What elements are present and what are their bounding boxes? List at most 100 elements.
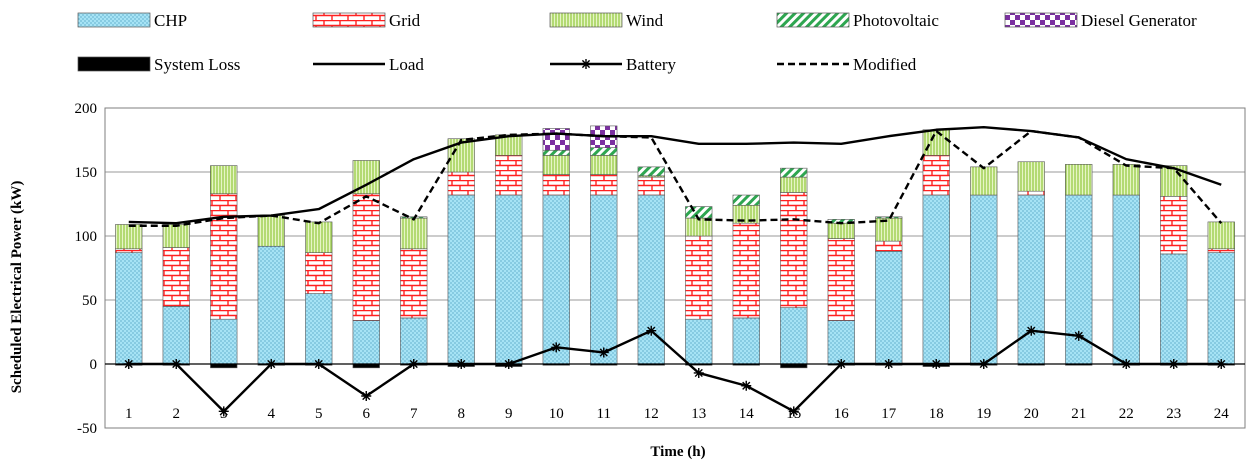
legend-marker-battery	[581, 59, 591, 69]
marker-battery-14	[741, 380, 752, 391]
bar-grid-9	[495, 155, 523, 196]
bar-chp-15	[780, 307, 808, 365]
bar-chp-5	[305, 293, 333, 365]
bar-chp-11	[590, 194, 618, 365]
legend-label-load: Load	[389, 55, 424, 74]
bar-chp-10	[542, 194, 570, 365]
bars	[115, 125, 1235, 369]
x-tick-label: 18	[929, 406, 944, 422]
bar-wind-15	[780, 176, 808, 193]
y-tick-label: 100	[75, 229, 98, 245]
x-tick-label: 6	[363, 406, 371, 422]
bar-photovoltaic-14	[732, 194, 760, 206]
bar-grid-20	[1017, 190, 1045, 196]
bar-chp-6	[352, 320, 380, 365]
bar-grid-12	[637, 176, 665, 196]
marker-battery-13	[693, 367, 704, 378]
marker-battery-6	[361, 391, 372, 401]
bar-grid-2	[162, 247, 190, 307]
legend-swatch-photovoltaic	[776, 12, 850, 28]
x-tick-label: 4	[268, 406, 276, 422]
legend-label-diesel-generator: Diesel Generator	[1081, 11, 1197, 30]
bar-grid-6	[352, 193, 380, 321]
bar-wind-24	[1207, 221, 1235, 250]
x-tick-label: 19	[976, 406, 991, 422]
bar-wind-7	[400, 217, 428, 250]
marker-battery-10	[551, 342, 562, 353]
x-tick-label: 21	[1071, 406, 1086, 422]
x-axis-label: Time (h)	[650, 444, 705, 460]
marker-battery-12	[646, 325, 657, 336]
x-tick-label: 20	[1024, 406, 1039, 422]
bar-grid-8	[447, 171, 475, 196]
bar-chp-24	[1207, 252, 1235, 365]
bar-wind-5	[305, 221, 333, 253]
bar-grid-7	[400, 248, 428, 319]
x-tick-label: 12	[644, 406, 659, 422]
bar-wind-17	[875, 217, 903, 242]
bar-photovoltaic-15	[780, 167, 808, 178]
legend-swatch-wind	[549, 12, 623, 28]
legend-swatch-chp	[77, 12, 151, 28]
legend-swatch-diesel-generator	[1004, 12, 1078, 28]
legend-label-wind: Wind	[626, 11, 664, 30]
y-tick-label: 150	[75, 165, 98, 181]
marker-battery-21	[1073, 330, 1084, 341]
bar-grid-24	[1207, 248, 1235, 253]
legend-label-grid: Grid	[389, 11, 421, 30]
bar-photovoltaic-13	[685, 206, 713, 219]
bar-grid-5	[305, 252, 333, 294]
marker-battery-20	[1026, 325, 1037, 336]
bar-chp-17	[875, 251, 903, 365]
bar-wind-8	[447, 138, 475, 173]
x-tick-label: 2	[173, 406, 181, 422]
bar-chp-4	[257, 245, 285, 365]
bar-wind-4	[257, 215, 285, 247]
bar-chp-2	[162, 306, 190, 365]
bar-chp-3	[210, 318, 238, 365]
bar-wind-19	[970, 166, 998, 196]
legend-label-chp: CHP	[154, 11, 187, 30]
legend: CHP Grid Wind Photovoltaic Diesel Generator S…	[77, 11, 1197, 74]
bar-grid-14	[732, 222, 760, 319]
bar-wind-10	[542, 155, 570, 175]
y-tick-label: 50	[82, 293, 97, 309]
bar-wind-11	[590, 155, 618, 175]
bar-wind-22	[1112, 164, 1140, 196]
bar-grid-13	[685, 235, 713, 320]
x-tick-label: 1	[125, 406, 133, 422]
bar-wind-1	[115, 224, 143, 250]
bar-grid-3	[210, 193, 238, 320]
bar-chp-1	[115, 252, 143, 365]
bar-wind-9	[495, 134, 523, 156]
bar-grid-15	[780, 192, 808, 308]
bar-chp-23	[1160, 253, 1188, 365]
legend-label-system-loss: System Loss	[154, 55, 240, 74]
bar-wind-3	[210, 165, 238, 195]
marker-battery-3	[218, 406, 229, 417]
x-tick-label: 15	[786, 406, 801, 422]
bar-chp-9	[495, 194, 523, 365]
bar-wind-18	[922, 129, 950, 156]
bar-chp-19	[970, 194, 998, 365]
bar-chp-8	[447, 194, 475, 365]
legend-swatch-system-loss	[77, 56, 151, 72]
x-tick-label: 5	[315, 406, 323, 422]
y-tick-label: -50	[77, 421, 97, 437]
marker-battery-11	[598, 347, 609, 358]
bar-chp-13	[685, 318, 713, 365]
x-tick-label: 8	[458, 406, 466, 422]
bar-grid-16	[827, 238, 855, 321]
bar-wind-16	[827, 222, 855, 239]
bar-grid-17	[875, 240, 903, 252]
bar-grid-23	[1160, 196, 1188, 255]
line-battery	[128, 329, 1222, 413]
marker-battery-15	[788, 406, 799, 417]
bar-chp-7	[400, 317, 428, 365]
bar-photovoltaic-17	[875, 216, 903, 219]
bar-wind-2	[162, 224, 190, 248]
x-tick-label: 22	[1119, 406, 1134, 422]
x-tick-label: 24	[1214, 406, 1230, 422]
legend-swatch-grid	[312, 12, 386, 28]
